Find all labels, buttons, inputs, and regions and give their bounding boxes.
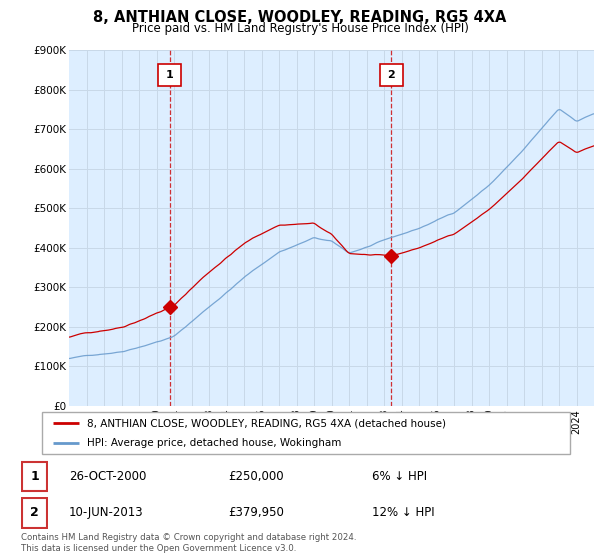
Text: 2: 2 (30, 506, 39, 520)
Text: 8, ANTHIAN CLOSE, WOODLEY, READING, RG5 4XA (detached house): 8, ANTHIAN CLOSE, WOODLEY, READING, RG5 … (87, 418, 446, 428)
FancyBboxPatch shape (380, 64, 403, 86)
FancyBboxPatch shape (42, 412, 570, 454)
Text: Contains HM Land Registry data © Crown copyright and database right 2024.
This d: Contains HM Land Registry data © Crown c… (21, 533, 356, 553)
Text: 6% ↓ HPI: 6% ↓ HPI (372, 470, 427, 483)
Text: £250,000: £250,000 (228, 470, 284, 483)
Text: 1: 1 (166, 71, 173, 80)
FancyBboxPatch shape (22, 498, 47, 528)
FancyBboxPatch shape (158, 64, 181, 86)
Text: 12% ↓ HPI: 12% ↓ HPI (372, 506, 434, 520)
Text: 26-OCT-2000: 26-OCT-2000 (69, 470, 146, 483)
Text: Price paid vs. HM Land Registry's House Price Index (HPI): Price paid vs. HM Land Registry's House … (131, 22, 469, 35)
Bar (170, 50, 391, 406)
Text: 1: 1 (30, 470, 39, 483)
Text: 10-JUN-2013: 10-JUN-2013 (69, 506, 143, 520)
FancyBboxPatch shape (22, 462, 47, 491)
Text: 8, ANTHIAN CLOSE, WOODLEY, READING, RG5 4XA: 8, ANTHIAN CLOSE, WOODLEY, READING, RG5 … (94, 10, 506, 25)
Text: HPI: Average price, detached house, Wokingham: HPI: Average price, detached house, Woki… (87, 438, 341, 448)
Text: 2: 2 (388, 71, 395, 80)
Text: £379,950: £379,950 (228, 506, 284, 520)
